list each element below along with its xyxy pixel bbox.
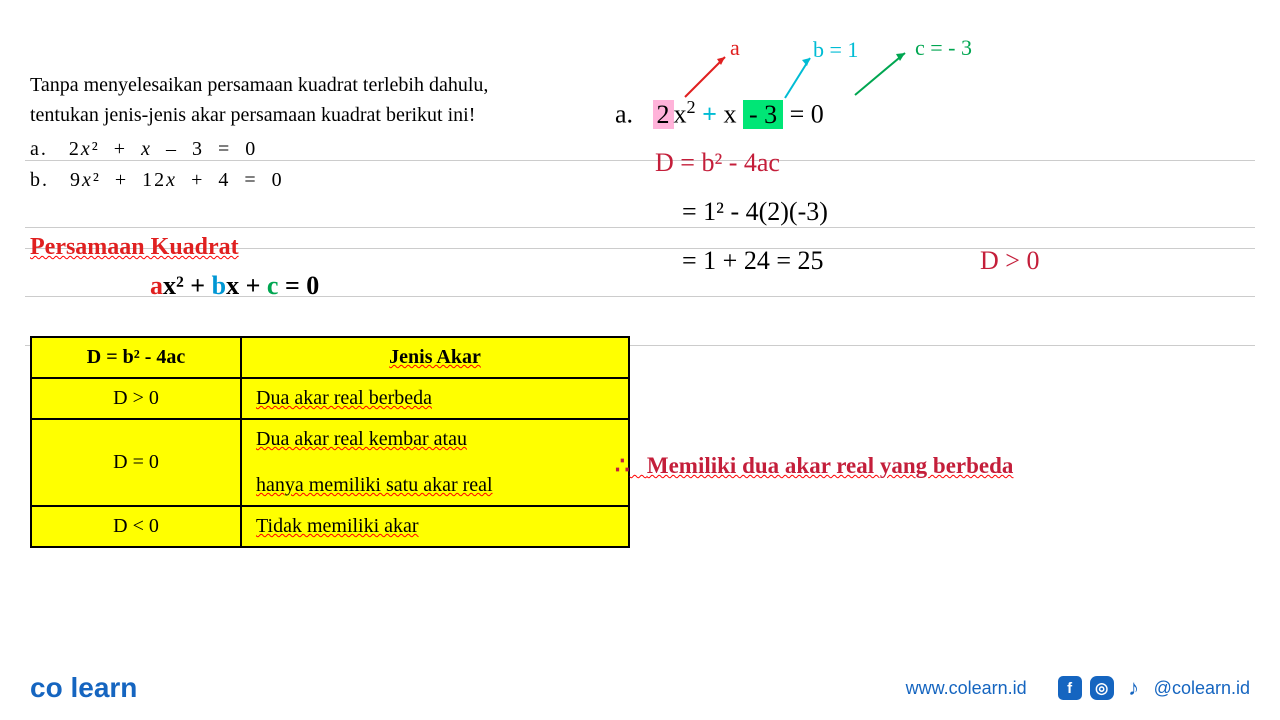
conclusion-text: Memiliki dua akar real yang berbeda xyxy=(647,453,1014,478)
social-handle: @colearn.id xyxy=(1154,678,1250,699)
logo-part2: learn xyxy=(70,672,137,703)
type-zero: Dua akar real kembar atau hanya memiliki… xyxy=(241,419,629,506)
problem-line-2: tentukan jenis-jenis akar persamaan kuad… xyxy=(30,100,590,130)
coef-c: c xyxy=(267,271,279,300)
problem-line-1: Tanpa menyelesaikan persamaan kuadrat te… xyxy=(30,70,590,100)
eq-b-label: b. xyxy=(30,169,49,191)
hw-x: x xyxy=(674,100,687,129)
section-title: Persamaan Kuadrat xyxy=(30,234,590,261)
hw-label-a: a. xyxy=(615,100,633,129)
instagram-icon: ◎ xyxy=(1090,676,1114,700)
logo: co learn xyxy=(30,672,137,704)
disc-step2: = 1 + 24 = 25 xyxy=(615,246,824,275)
eq-a-body: 2x² + x – 3 = 0 xyxy=(69,138,257,160)
plus-1: + xyxy=(184,271,212,300)
equals-zero: = 0 xyxy=(278,271,319,300)
hw-sup2: 2 xyxy=(687,97,696,117)
x-term: x xyxy=(226,271,239,300)
therefore-symbol: ∴ xyxy=(615,453,630,479)
page-container: Tanpa menyelesaikan persamaan kuadrat te… xyxy=(0,0,1280,720)
logo-part1: co xyxy=(30,672,63,703)
social-links: www.colearn.id f ◎ ♪ @colearn.id xyxy=(906,676,1250,700)
type-positive: Dua akar real berbeda xyxy=(241,378,629,419)
coef-b: b xyxy=(212,271,226,300)
type-zero-l2: hanya memiliki satu akar real xyxy=(256,474,493,496)
annotation-c: c = - 3 xyxy=(915,35,972,61)
disc-result: D > 0 xyxy=(830,246,1039,275)
discriminant-table: D = b² - 4ac Jenis Akar D > 0 Dua akar r… xyxy=(30,336,630,548)
disc-step1: = 1² - 4(2)(-3) xyxy=(615,187,1245,236)
cond-zero: D = 0 xyxy=(31,419,241,506)
equation-a: a. 2x² + x – 3 = 0 xyxy=(30,138,590,161)
facebook-icon: f xyxy=(1058,676,1082,700)
hw-minus3: - 3 xyxy=(743,100,783,129)
arrow-a-icon xyxy=(675,47,735,97)
arrow-b-icon xyxy=(780,50,820,100)
table-row: D < 0 Tidak memiliki akar xyxy=(31,506,629,547)
table-row: D > 0 Dua akar real berbeda xyxy=(31,378,629,419)
right-column: a b = 1 c = - 3 a. 2x2 + x - 3 = 0 D = b… xyxy=(615,55,1245,286)
eq-b-body: 9x² + 12x + 4 = 0 xyxy=(70,169,284,191)
disc-step2-row: = 1 + 24 = 25 D > 0 xyxy=(615,236,1245,285)
hw-eq0: = 0 xyxy=(790,100,824,129)
handwritten-equation: a. 2x2 + x - 3 = 0 xyxy=(615,97,1245,130)
equation-b: b. 9x² + 12x + 4 = 0 xyxy=(30,169,590,192)
table-row: D = 0 Dua akar real kembar atau hanya me… xyxy=(31,419,629,506)
conclusion: ∴ Memiliki dua akar real yang berbeda xyxy=(615,453,1013,479)
left-column: Tanpa menyelesaikan persamaan kuadrat te… xyxy=(30,70,590,548)
website-url: www.colearn.id xyxy=(906,678,1027,699)
tiktok-icon: ♪ xyxy=(1122,676,1146,700)
cond-negative: D < 0 xyxy=(31,506,241,547)
header-discriminant: D = b² - 4ac xyxy=(31,337,241,378)
discriminant-calculation: D = b² - 4ac = 1² - 4(2)(-3) = 1 + 24 = … xyxy=(615,138,1245,286)
general-quadratic-form: ax² + bx + c = 0 xyxy=(30,271,590,301)
x-squared: x² xyxy=(163,271,184,300)
plus-2: + xyxy=(239,271,267,300)
type-negative: Tidak memiliki akar xyxy=(241,506,629,547)
hw-plus: + xyxy=(702,100,717,129)
footer: co learn www.colearn.id f ◎ ♪ @colearn.i… xyxy=(0,672,1280,704)
coef-a: a xyxy=(150,271,163,300)
hw-x-term: x xyxy=(723,100,736,129)
general-form-section: Persamaan Kuadrat ax² + bx + c = 0 xyxy=(30,234,590,301)
hw-coef-2: 2 xyxy=(653,100,674,129)
cond-positive: D > 0 xyxy=(31,378,241,419)
disc-formula: D = b² - 4ac xyxy=(615,138,1245,187)
table-header-row: D = b² - 4ac Jenis Akar xyxy=(31,337,629,378)
arrow-c-icon xyxy=(850,45,910,100)
type-zero-l1: Dua akar real kembar atau xyxy=(256,428,467,450)
header-root-type: Jenis Akar xyxy=(241,337,629,378)
eq-a-label: a. xyxy=(30,138,48,160)
